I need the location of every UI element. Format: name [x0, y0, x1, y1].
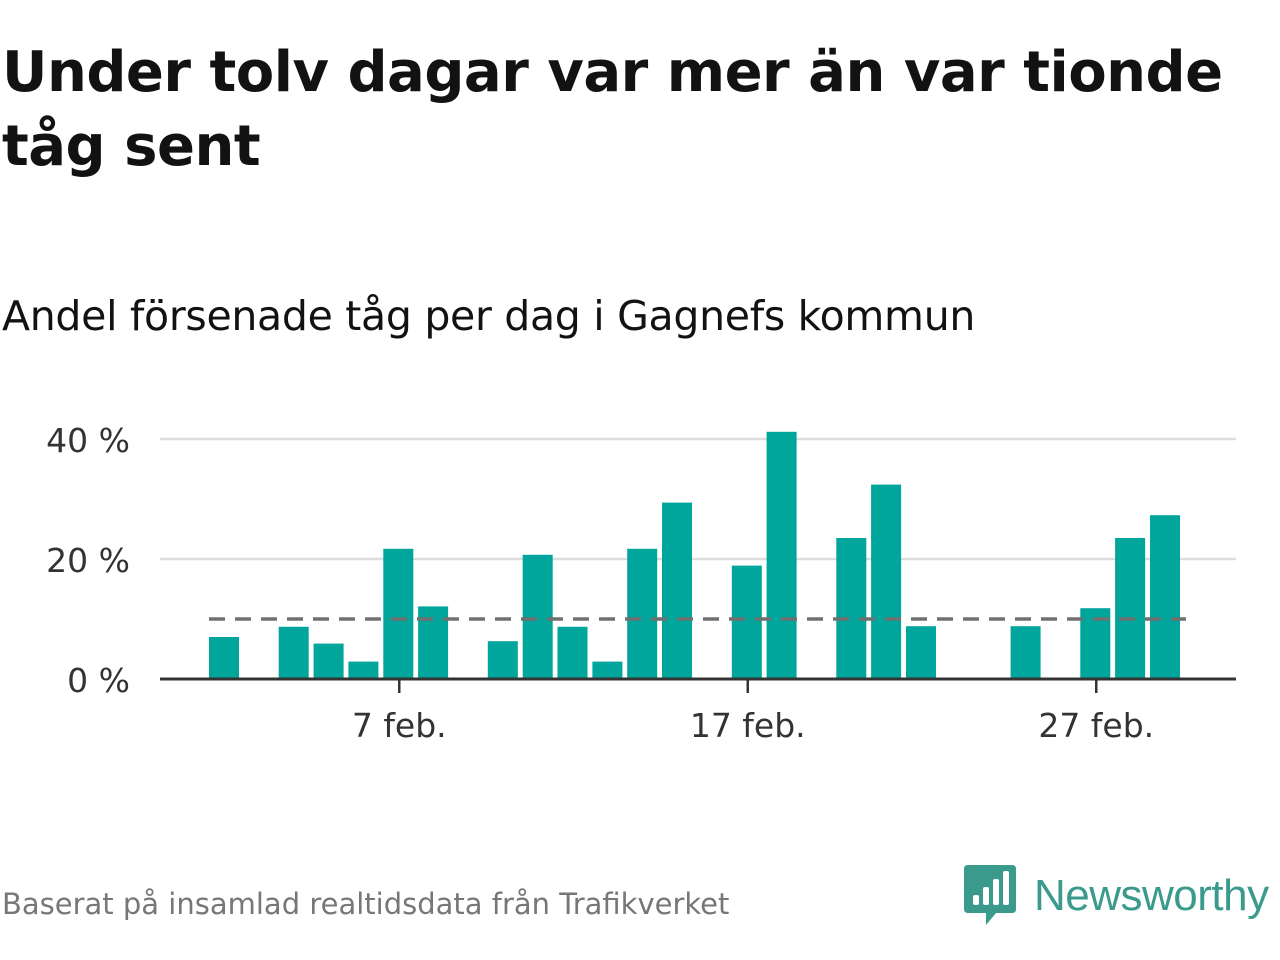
bar	[662, 502, 692, 679]
bar	[1010, 626, 1041, 679]
bar	[836, 538, 867, 679]
bar	[871, 484, 902, 679]
bar	[1150, 515, 1180, 679]
bar	[557, 626, 588, 679]
x-tick-label: 7 feb.	[352, 706, 447, 745]
x-tick-label: 27 feb.	[1038, 706, 1154, 745]
bar	[592, 661, 623, 679]
bar	[383, 548, 414, 679]
chart-subtitle: Andel försenade tåg per dag i Gagnefs ko…	[2, 292, 976, 340]
y-tick-label: 0 %	[67, 661, 130, 700]
bar	[348, 661, 379, 679]
bar	[313, 643, 344, 679]
source-note: Baserat på insamlad realtidsdata från Tr…	[2, 887, 730, 921]
bar	[731, 565, 762, 679]
bar	[278, 626, 309, 679]
bar	[209, 637, 239, 679]
chart-headline: Under tolv dagar var mer än var tionde t…	[2, 40, 1223, 179]
bar	[627, 548, 658, 679]
y-axis-tick-labels: 0 % 20 % 40 %	[46, 421, 130, 700]
bar-chart: 0 % 20 % 40 % 7 feb. 17 feb. 27 feb.	[46, 421, 1236, 745]
bar	[522, 554, 553, 679]
bar	[487, 641, 518, 679]
bar	[906, 626, 936, 679]
y-tick-label: 40 %	[46, 421, 130, 460]
brand-name: Newsworthy	[1034, 871, 1269, 920]
gridlines	[160, 437, 1236, 561]
y-tick-label: 20 %	[46, 541, 130, 580]
brand-logo: Newsworthy	[964, 864, 1269, 928]
bar	[766, 431, 797, 679]
bars	[209, 431, 1180, 679]
x-tick-label: 17 feb.	[690, 706, 806, 745]
bar	[1115, 538, 1146, 679]
x-axis-tick-labels: 7 feb. 17 feb. 27 feb.	[352, 706, 1154, 745]
newsworthy-logo-icon	[964, 865, 1016, 925]
x-axis	[160, 677, 1236, 693]
